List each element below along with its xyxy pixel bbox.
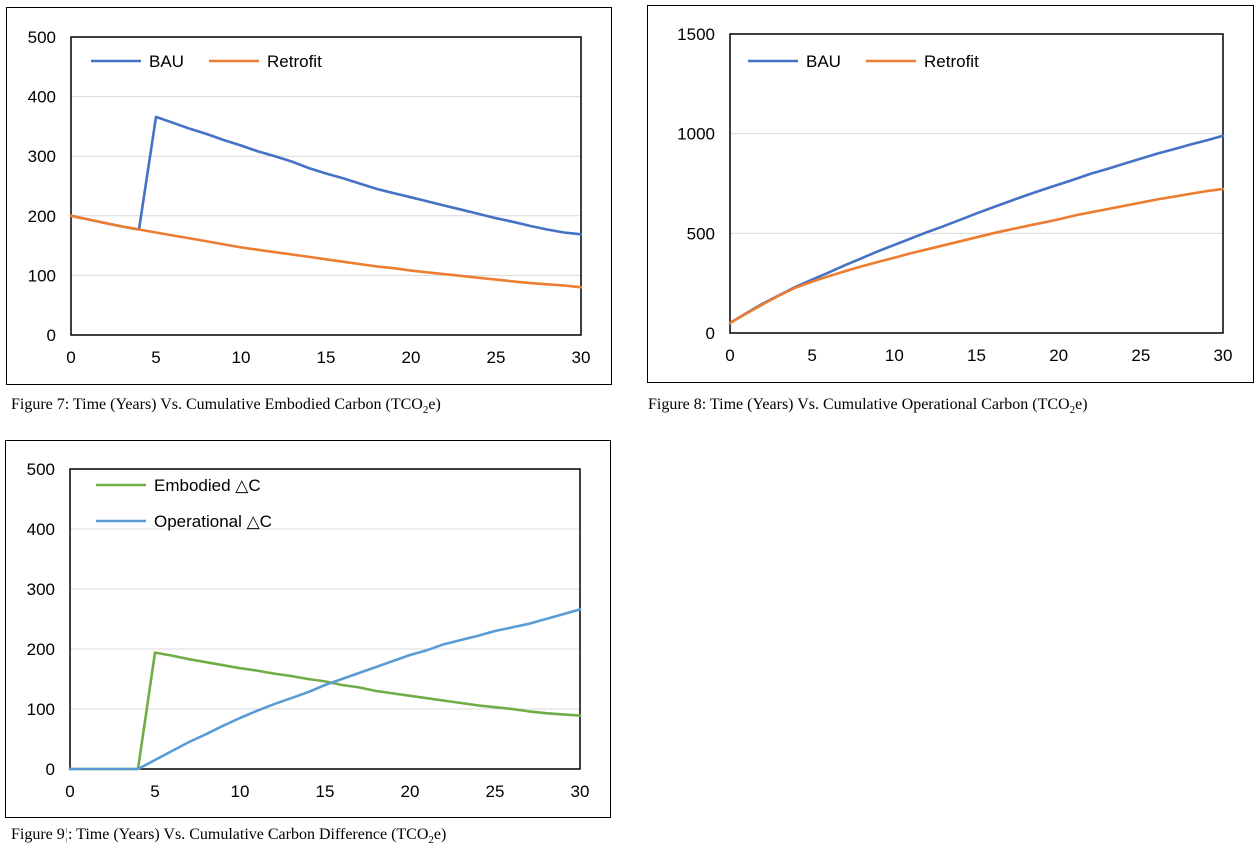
caption-fig8: Figure 8: Time (Years) Vs. Cumulative Op… <box>648 396 1088 416</box>
plot-area-border <box>69 468 581 770</box>
y-tick-label: 100 <box>28 266 56 285</box>
series-line <box>728 134 1225 325</box>
x-tick-label: 5 <box>151 348 160 367</box>
x-tick-label: 25 <box>486 782 505 801</box>
y-tick-label: 400 <box>28 88 56 107</box>
x-tick-label: 20 <box>1049 346 1068 365</box>
plot-area-border <box>729 33 1224 334</box>
legend-label: Operational △C <box>154 512 272 531</box>
caption-fig9-tail: e) <box>433 826 447 843</box>
caption-fig8-text: Figure 8: Time (Years) Vs. Cumulative Op… <box>648 396 1070 413</box>
x-tick-label: 25 <box>1131 346 1150 365</box>
x-tick-label: 15 <box>317 348 336 367</box>
y-tick-label: 1500 <box>677 25 715 44</box>
caption-fig7-text: Figure 7: Time (Years) Vs. Cumulative Em… <box>11 396 423 413</box>
y-tick-label: 1000 <box>677 125 715 144</box>
chart-frame-fig8: 0 500 1000 1500 0 5 10 15 20 25 30 BAU Retrofit <box>647 5 1254 383</box>
x-tick-label: 5 <box>807 346 816 365</box>
legend-label: BAU <box>149 52 184 71</box>
y-tick-label: 100 <box>27 700 55 719</box>
y-tick-label: 500 <box>27 460 55 479</box>
caption-fig8-sub: 2 <box>1069 404 1076 417</box>
y-tick-label: 0 <box>706 324 715 343</box>
x-tick-label: 0 <box>66 348 75 367</box>
x-tick-label: 0 <box>725 346 734 365</box>
series-line <box>68 608 582 771</box>
x-tick-label: 25 <box>487 348 506 367</box>
caption-fig9-text: Figure 9 <box>11 826 65 843</box>
y-tick-label: 500 <box>687 224 715 243</box>
x-tick-label: 10 <box>885 346 904 365</box>
caption-fig7-tail: e) <box>428 396 441 413</box>
chart-frame-fig9: 0 100 200 300 400 500 0 5 10 15 20 25 30 Embodied △C O… <box>5 440 611 818</box>
x-tick-label: 15 <box>967 346 986 365</box>
caption-fig9-text2: : Time (Years) Vs. Cumulative Carbon Dif… <box>67 826 429 843</box>
legend-label: BAU <box>806 52 841 71</box>
legend-label: Retrofit <box>267 52 322 71</box>
caption-fig8-tail: e) <box>1075 396 1088 413</box>
x-tick-label: 0 <box>65 782 74 801</box>
chart-frame-fig7: 0 100 200 300 400 500 0 5 10 15 20 25 30 BAU Retrofit <box>6 7 612 385</box>
series-line <box>68 651 582 771</box>
series-line <box>728 187 1225 325</box>
y-tick-label: 0 <box>46 760 55 779</box>
x-tick-label: 10 <box>231 782 250 801</box>
series-line <box>69 115 583 236</box>
x-tick-label: 10 <box>232 348 251 367</box>
text-cursor-icon: ¦ <box>64 826 68 843</box>
chart-fig9: 0 100 200 300 400 500 0 5 10 15 20 25 30 Embodied △C O… <box>27 460 590 801</box>
chart-fig7: 0 100 200 300 400 500 0 5 10 15 20 25 30 BAU Retrofit <box>28 28 591 367</box>
x-tick-label: 30 <box>571 782 590 801</box>
x-tick-label: 5 <box>150 782 159 801</box>
x-tick-label: 20 <box>402 348 421 367</box>
y-tick-label: 400 <box>27 520 55 539</box>
caption-fig7: Figure 7: Time (Years) Vs. Cumulative Em… <box>11 396 441 416</box>
x-tick-label: 30 <box>1214 346 1233 365</box>
x-tick-label: 15 <box>316 782 335 801</box>
y-tick-label: 500 <box>28 28 56 47</box>
y-tick-label: 300 <box>27 580 55 599</box>
caption-fig9-sub: 2 <box>428 834 434 847</box>
chart-fig8: 0 500 1000 1500 0 5 10 15 20 25 30 BAU Retrofit <box>677 25 1233 365</box>
caption-fig9: Figure 9¦: Time (Years) Vs. Cumulative C… <box>11 826 446 846</box>
x-tick-label: 30 <box>572 348 591 367</box>
legend-label: Embodied △C <box>154 476 261 495</box>
x-tick-label: 20 <box>401 782 420 801</box>
y-tick-label: 200 <box>28 207 56 226</box>
y-tick-label: 0 <box>47 326 56 345</box>
series-line <box>69 214 583 289</box>
y-tick-label: 300 <box>28 147 56 166</box>
caption-fig7-sub: 2 <box>422 404 429 417</box>
legend-label: Retrofit <box>924 52 979 71</box>
plot-area-border <box>70 36 582 336</box>
y-tick-label: 200 <box>27 640 55 659</box>
